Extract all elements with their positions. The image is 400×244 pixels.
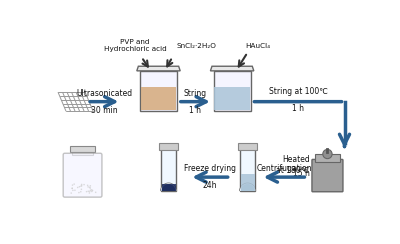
Polygon shape xyxy=(214,87,250,110)
FancyBboxPatch shape xyxy=(312,159,343,192)
Circle shape xyxy=(89,187,90,188)
Circle shape xyxy=(89,191,91,192)
Circle shape xyxy=(80,185,82,187)
Circle shape xyxy=(87,186,89,188)
Circle shape xyxy=(87,184,88,186)
Circle shape xyxy=(95,192,96,193)
Text: Centrifugation: Centrifugation xyxy=(256,164,312,173)
Bar xyxy=(162,184,176,191)
Circle shape xyxy=(91,191,92,192)
Circle shape xyxy=(81,184,82,185)
Polygon shape xyxy=(140,71,177,111)
Bar xyxy=(72,151,93,155)
Circle shape xyxy=(90,185,91,187)
FancyBboxPatch shape xyxy=(240,149,255,191)
Text: 24h: 24h xyxy=(203,181,217,190)
Wedge shape xyxy=(162,184,176,191)
Circle shape xyxy=(74,190,76,191)
Text: HAuCl₄: HAuCl₄ xyxy=(245,43,270,49)
Text: 1 h: 1 h xyxy=(189,105,201,114)
Text: Freeze drying: Freeze drying xyxy=(184,164,236,173)
Circle shape xyxy=(77,187,78,188)
Bar xyxy=(238,143,257,150)
Text: 15 h: 15 h xyxy=(293,169,310,178)
Text: Ultrasonicated: Ultrasonicated xyxy=(76,89,132,98)
Wedge shape xyxy=(241,184,254,191)
Circle shape xyxy=(74,183,75,185)
Circle shape xyxy=(92,190,93,191)
Text: Heated
at 180℃: Heated at 180℃ xyxy=(276,155,310,175)
FancyBboxPatch shape xyxy=(63,153,102,197)
Circle shape xyxy=(89,192,90,194)
FancyBboxPatch shape xyxy=(161,149,176,191)
Bar xyxy=(159,143,178,150)
Circle shape xyxy=(72,188,73,189)
Circle shape xyxy=(78,192,80,193)
Circle shape xyxy=(79,186,80,187)
Polygon shape xyxy=(214,71,251,111)
Circle shape xyxy=(90,189,91,191)
Circle shape xyxy=(88,191,89,192)
Circle shape xyxy=(323,149,332,159)
Text: 30 min: 30 min xyxy=(91,105,118,114)
Circle shape xyxy=(71,187,73,189)
Wedge shape xyxy=(161,183,176,191)
Circle shape xyxy=(91,189,92,191)
Circle shape xyxy=(70,192,72,194)
Bar xyxy=(70,146,95,152)
Bar xyxy=(241,174,254,191)
Circle shape xyxy=(86,191,87,193)
Circle shape xyxy=(80,191,82,193)
Circle shape xyxy=(81,189,82,190)
Circle shape xyxy=(83,184,85,185)
Text: String: String xyxy=(184,89,207,98)
Text: SnCl₂·2H₂O: SnCl₂·2H₂O xyxy=(176,43,216,49)
Polygon shape xyxy=(210,66,254,71)
Polygon shape xyxy=(141,87,176,110)
Wedge shape xyxy=(240,183,255,191)
Polygon shape xyxy=(137,66,180,71)
Text: String at 100℃: String at 100℃ xyxy=(268,87,328,95)
Bar xyxy=(315,154,340,162)
Text: PVP and
Hydrochloric acid: PVP and Hydrochloric acid xyxy=(104,39,167,52)
Text: 1 h: 1 h xyxy=(292,104,304,113)
Circle shape xyxy=(72,190,74,191)
Circle shape xyxy=(81,185,82,187)
Circle shape xyxy=(72,184,73,186)
Circle shape xyxy=(90,187,91,189)
